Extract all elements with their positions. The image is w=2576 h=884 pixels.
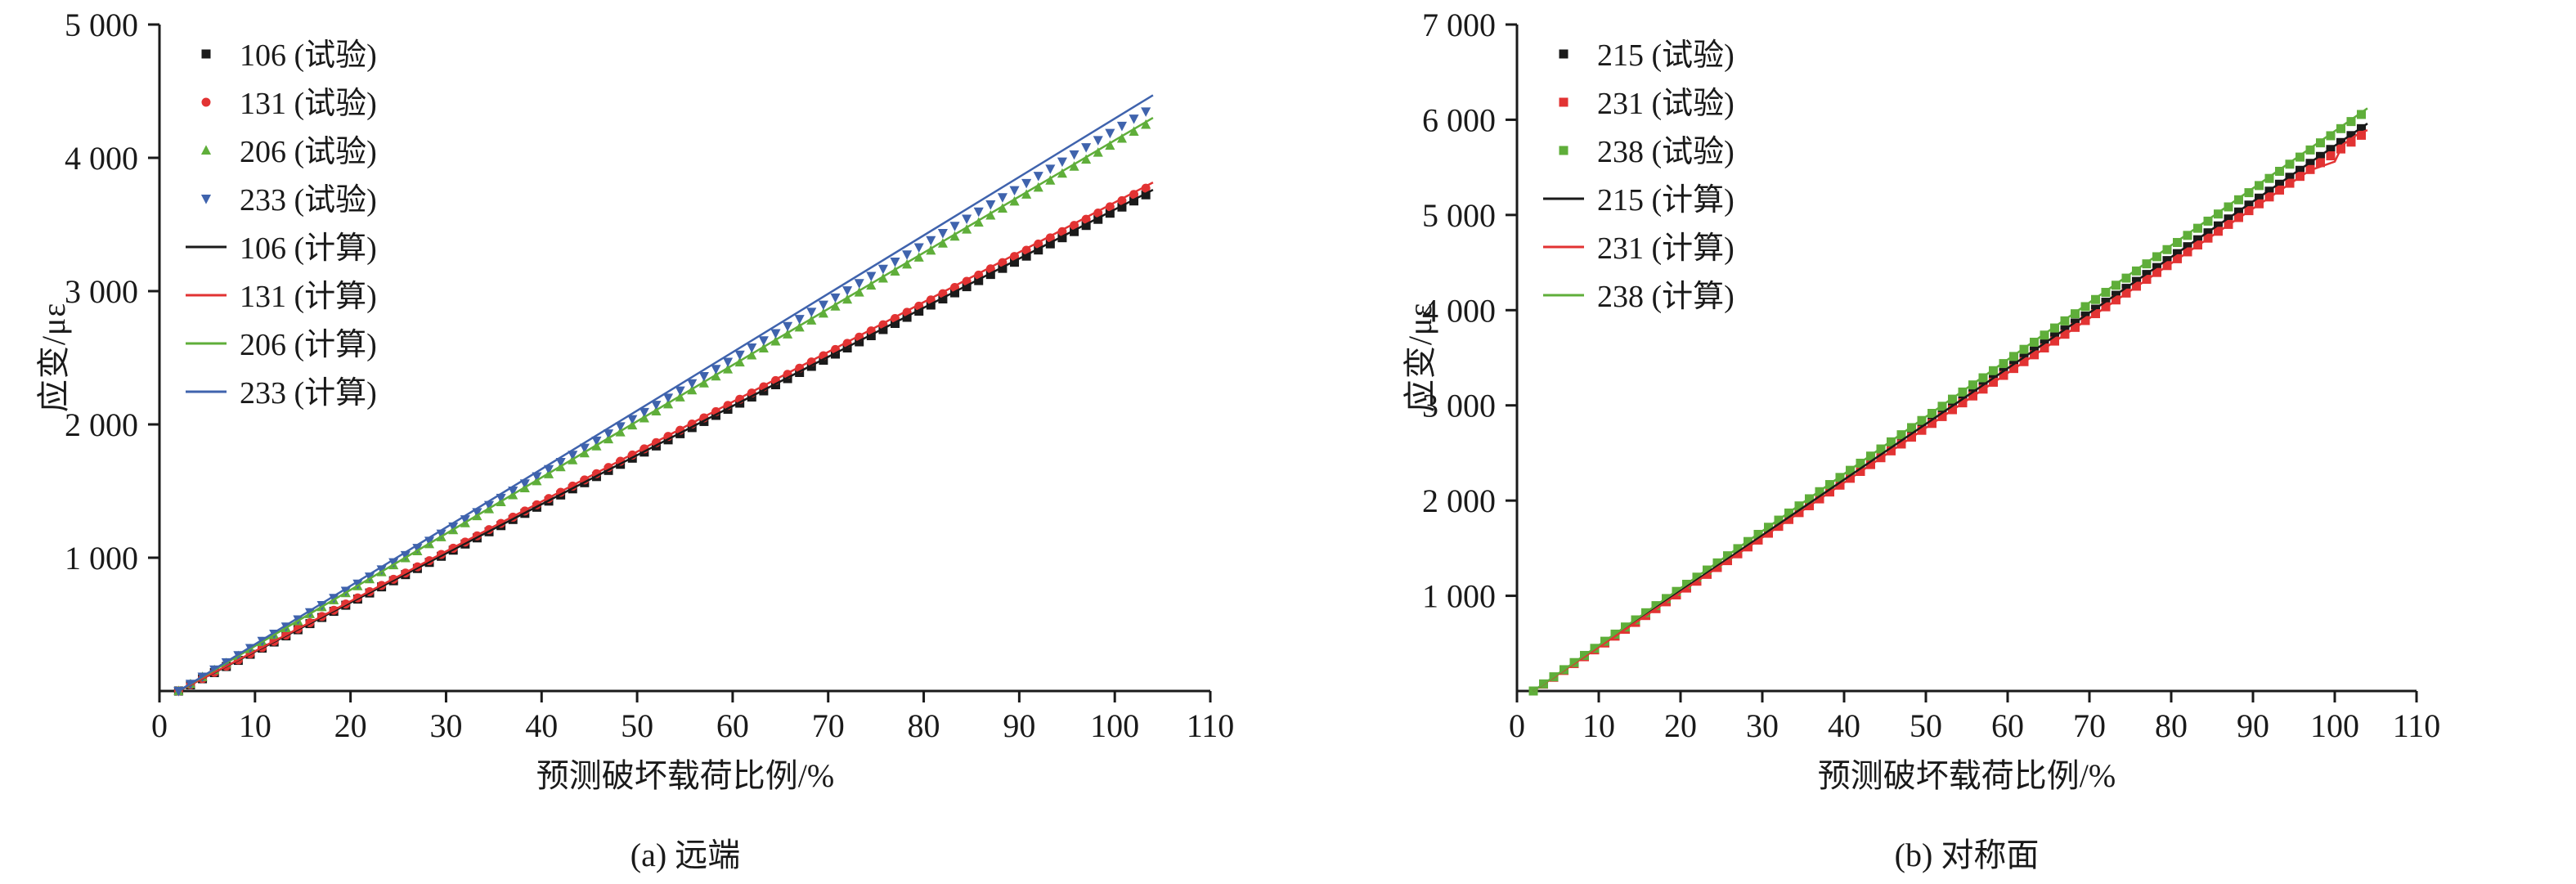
legend-label: 215 (试验)	[1597, 38, 1735, 73]
legend-label: 233 (试验)	[240, 183, 377, 218]
y-tick-label: 6 000	[1422, 101, 1496, 138]
legend-label: 238 (试验)	[1597, 135, 1735, 169]
x-tick-label: 20	[1664, 707, 1697, 744]
chart-b-x-axis-label: 预测破坏载荷比例/%	[1817, 757, 2116, 794]
chart-b-panel: 0 10 20 30 40 50 60 70 80 90 100 110 1 000 2 000 3 000…	[1288, 0, 2576, 884]
legend-item-206 (计算): 206 (计算)	[186, 328, 377, 362]
legend-item-233 (计算): 233 (计算)	[186, 376, 377, 411]
legend: 215 (试验) 231 (试验) 238 (试验) 215 (计算) 231 (计算)…	[1543, 38, 1735, 314]
x-tick-label: 10	[1582, 707, 1615, 744]
chart-a-plot: 0 10 20 30 40 50 60 70 80 90 100 110 1 000 2 000 3 000…	[65, 7, 1234, 744]
legend-label: 231 (计算)	[1597, 231, 1735, 266]
y-tick-label: 2 000	[1422, 482, 1496, 519]
x-tick-label: 110	[2393, 707, 2441, 744]
x-axis-ticks: 0 10 20 30 40 50 60 70 80 90 100 110	[1509, 691, 2440, 744]
y-tick-label: 3 000	[65, 273, 138, 310]
legend-item-215 (试验): 215 (试验)	[1559, 38, 1735, 73]
x-tick-label: 60	[1991, 707, 2024, 744]
x-tick-label: 0	[1509, 707, 1525, 744]
series-231 (计算)	[1533, 129, 2368, 693]
legend-item-206 (试验): 206 (试验)	[200, 135, 377, 169]
legend-label: 206 (试验)	[240, 135, 377, 169]
legend-item-231 (计算): 231 (计算)	[1543, 231, 1735, 266]
y-tick-label: 4 000	[1422, 292, 1496, 329]
chart-b-plot: 0 10 20 30 40 50 60 70 80 90 100 110 1 000 2 000 3 000…	[1422, 7, 2440, 744]
legend-item-215 (计算): 215 (计算)	[1543, 183, 1735, 218]
chart-a-panel: 0 10 20 30 40 50 60 70 80 90 100 110 1 000 2 000 3 000…	[35, 7, 1234, 873]
legend-label: 106 (试验)	[240, 38, 377, 73]
y-tick-label: 3 000	[1422, 388, 1496, 424]
legend-item-238 (计算): 238 (计算)	[1543, 280, 1735, 314]
x-tick-label: 30	[429, 707, 462, 744]
x-tick-label: 110	[1187, 707, 1235, 744]
x-tick-label: 60	[716, 707, 749, 744]
y-axis-ticks: 1 000 2 000 3 000 4 000 5 000 6 000 7 000	[1422, 7, 1517, 615]
x-tick-label: 80	[908, 707, 940, 744]
legend-label: 233 (计算)	[240, 376, 377, 411]
x-tick-label: 30	[1746, 707, 1779, 744]
series-215 (计算)	[1533, 123, 2368, 693]
y-tick-label: 5 000	[65, 7, 138, 43]
y-tick-label: 5 000	[1422, 197, 1496, 234]
chart-b-y-axis-label: 应变/με	[1402, 302, 1438, 413]
x-tick-label: 90	[2237, 707, 2269, 744]
legend-item-131 (计算): 131 (计算)	[186, 280, 377, 314]
chart-a-caption: (a) 远端	[630, 837, 741, 873]
series-131 (计算)	[177, 182, 1154, 693]
series-233 (试验)	[173, 107, 1151, 697]
y-tick-label: 2 000	[65, 406, 138, 443]
x-axis-ticks: 0 10 20 30 40 50 60 70 80 90 100 110	[151, 691, 1234, 744]
legend-label: 131 (计算)	[240, 280, 377, 314]
legend-item-106 (计算): 106 (计算)	[186, 231, 377, 266]
x-tick-label: 70	[2073, 707, 2106, 744]
chart-b-caption: (b) 对称面	[1894, 837, 2040, 873]
legend-item-231 (试验): 231 (试验)	[1559, 87, 1735, 121]
x-tick-label: 40	[525, 707, 558, 744]
legend: 106 (试验) 131 (试验) 206 (试验) 233 (试验) 106 (计算)…	[186, 38, 377, 411]
x-tick-label: 40	[1828, 707, 1860, 744]
series-233 (计算)	[177, 94, 1154, 693]
x-tick-label: 100	[1090, 707, 1139, 744]
x-tick-label: 70	[812, 707, 845, 744]
y-tick-label: 1 000	[1422, 578, 1496, 615]
x-tick-label: 10	[239, 707, 272, 744]
y-axis-ticks: 1 000 2 000 3 000 4 000 5 000	[65, 7, 159, 577]
x-tick-label: 50	[621, 707, 653, 744]
axes	[1515, 25, 2417, 693]
x-tick-label: 80	[2155, 707, 2188, 744]
series-206 (计算)	[177, 117, 1154, 693]
legend-label: 215 (计算)	[1597, 183, 1735, 218]
x-tick-label: 90	[1003, 707, 1035, 744]
y-tick-label: 7 000	[1422, 7, 1496, 43]
x-tick-label: 0	[151, 707, 168, 744]
chart-a-x-axis-label: 预测破坏载荷比例/%	[536, 757, 835, 794]
chart-a-y-axis-label: 应变/με	[35, 302, 72, 413]
legend-item-131 (试验): 131 (试验)	[201, 87, 377, 121]
y-tick-label: 1 000	[65, 540, 138, 577]
legend-label: 131 (试验)	[240, 87, 377, 121]
x-tick-label: 100	[2310, 707, 2359, 744]
x-tick-label: 50	[1910, 707, 1942, 744]
y-tick-label: 4 000	[65, 140, 138, 177]
legend-label: 231 (试验)	[1597, 87, 1735, 121]
legend-label: 206 (计算)	[240, 328, 377, 362]
legend-item-238 (试验): 238 (试验)	[1559, 135, 1735, 169]
legend-item-233 (试验): 233 (试验)	[200, 183, 377, 218]
x-tick-label: 20	[334, 707, 367, 744]
series-238 (计算)	[1533, 107, 2368, 693]
series-106 (计算)	[177, 189, 1154, 693]
legend-item-106 (试验): 106 (试验)	[201, 38, 377, 73]
axes	[158, 25, 1210, 693]
legend-label: 238 (计算)	[1597, 280, 1735, 314]
legend-label: 106 (计算)	[240, 231, 377, 266]
